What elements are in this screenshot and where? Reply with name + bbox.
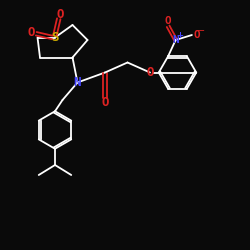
Text: N: N <box>74 76 81 89</box>
Text: O: O <box>56 8 64 22</box>
Text: N: N <box>172 35 179 45</box>
Text: O: O <box>165 16 172 26</box>
Text: −: − <box>197 26 205 36</box>
Text: O: O <box>28 26 35 39</box>
Text: O: O <box>101 96 109 109</box>
Text: S: S <box>51 31 59 44</box>
Text: O: O <box>146 66 154 79</box>
Text: O: O <box>194 30 200 40</box>
Text: +: + <box>176 31 184 40</box>
